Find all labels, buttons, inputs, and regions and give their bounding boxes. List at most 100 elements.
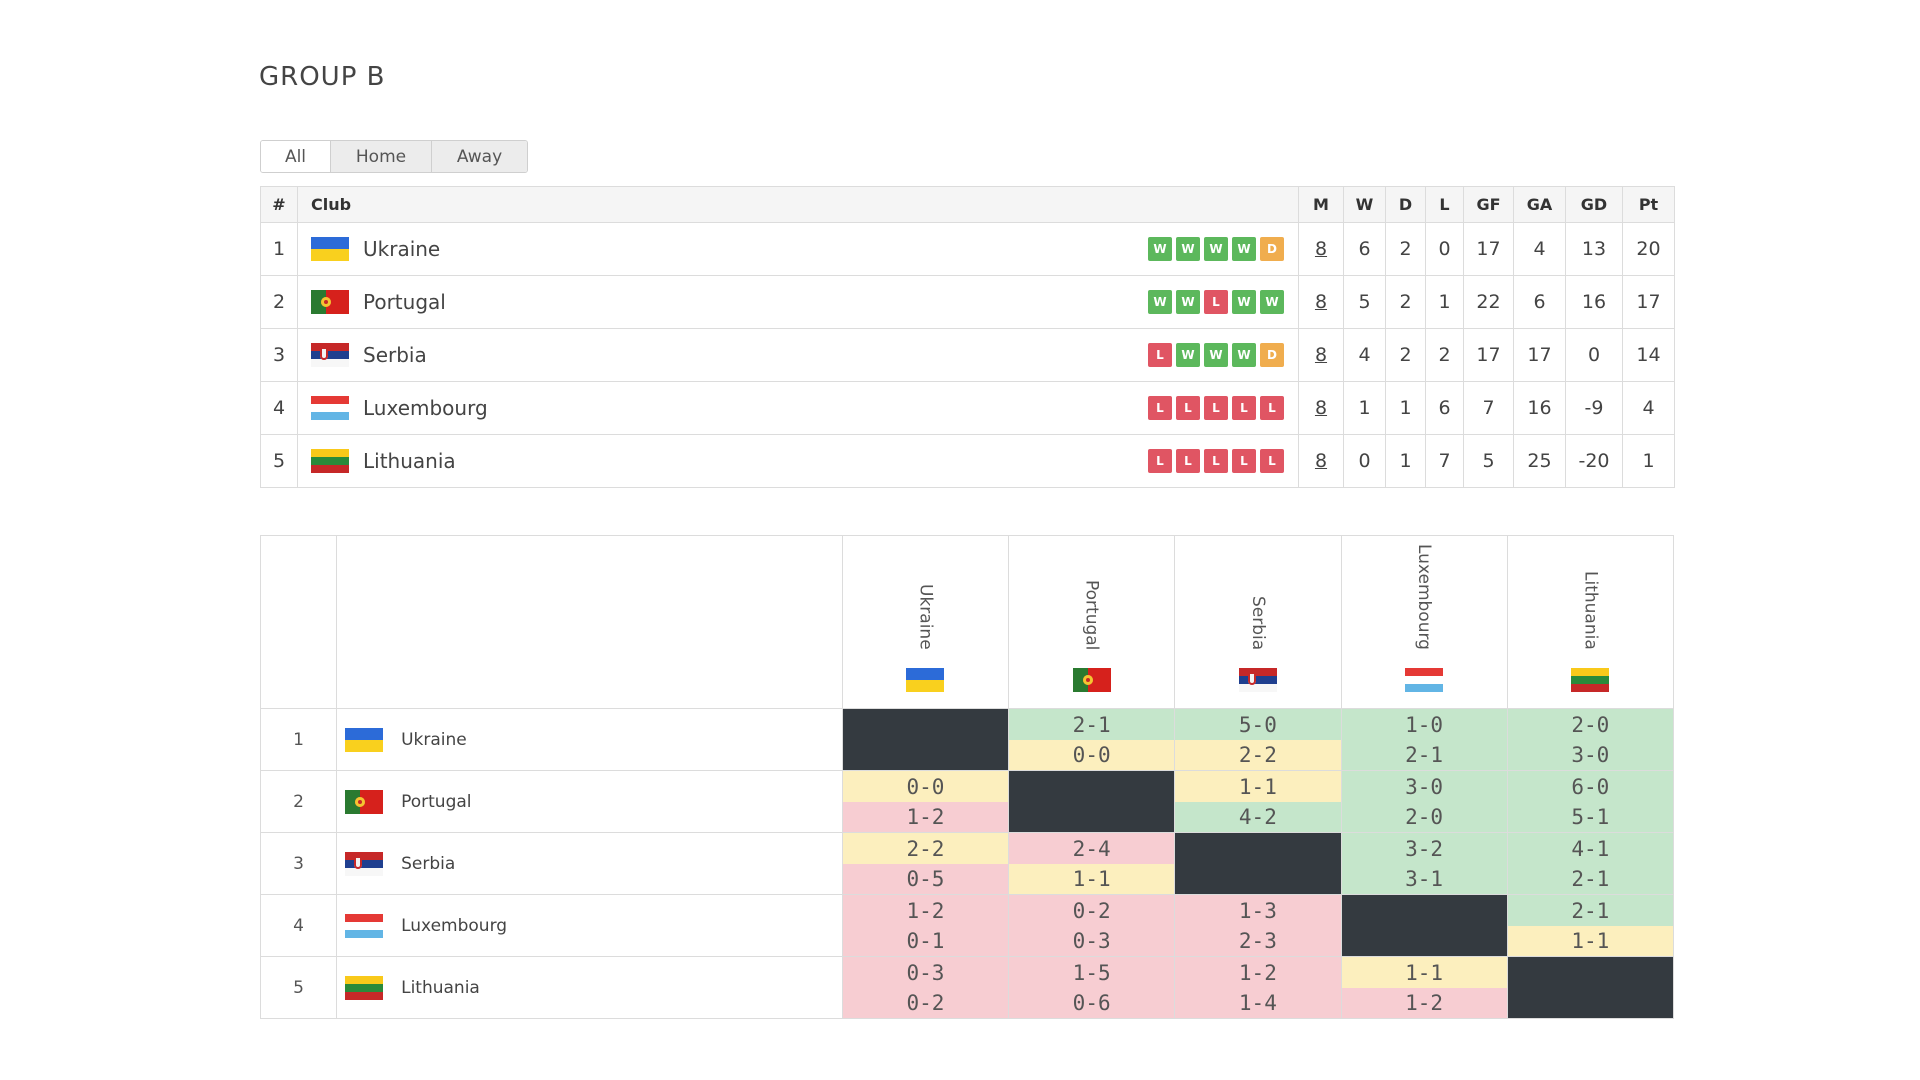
match-score[interactable]: 0-2 [842, 988, 1009, 1018]
form-badge[interactable]: L [1232, 396, 1256, 420]
header-wins[interactable]: W [1343, 186, 1386, 223]
matches-played-link[interactable]: 8 [1314, 344, 1328, 366]
club-name-link[interactable]: Lithuania [363, 449, 456, 473]
results-club-name[interactable]: Ukraine [401, 729, 467, 750]
matches-played-link[interactable]: 8 [1314, 238, 1328, 260]
column-team-name[interactable]: Serbia [1247, 595, 1268, 650]
match-score[interactable]: 6-0 [1507, 771, 1673, 802]
match-score[interactable]: 0-0 [1009, 740, 1175, 770]
match-score[interactable]: 3-0 [1507, 740, 1673, 770]
match-score[interactable]: 1-2 [842, 802, 1009, 832]
match-score[interactable]: 1-2 [842, 895, 1009, 926]
results-club-name[interactable]: Lithuania [401, 977, 480, 998]
matches-played-link[interactable]: 8 [1314, 291, 1328, 313]
match-score[interactable]: 1-3 [1175, 895, 1341, 926]
form-badge[interactable]: L [1148, 343, 1172, 367]
match-score[interactable]: 1-1 [1341, 957, 1507, 988]
match-score[interactable]: 5-0 [1175, 709, 1341, 740]
match-score[interactable]: 2-4 [1009, 833, 1175, 864]
header-goals-for[interactable]: GF [1463, 186, 1514, 223]
match-score[interactable]: 1-5 [1009, 957, 1175, 988]
match-score[interactable]: 5-1 [1507, 802, 1673, 832]
tab-home[interactable]: Home [331, 141, 432, 172]
column-team-name[interactable]: Luxembourg [1414, 544, 1435, 650]
match-score[interactable]: 4-1 [1507, 833, 1673, 864]
match-score[interactable]: 0-0 [842, 771, 1009, 802]
match-score[interactable]: 0-3 [1009, 926, 1175, 956]
form-badge[interactable]: W [1204, 343, 1228, 367]
match-score[interactable]: 1-2 [1175, 957, 1341, 988]
match-score[interactable]: 2-0 [1507, 709, 1673, 740]
form-badge[interactable]: W [1260, 290, 1284, 314]
form-badge[interactable]: L [1204, 396, 1228, 420]
header-matches[interactable]: M [1298, 186, 1344, 223]
form-badge[interactable]: W [1232, 343, 1256, 367]
standings-row[interactable]: 5 Lithuania L L L L L 8 0 1 7 5 25 -20 1 [260, 434, 1675, 488]
match-score[interactable]: 2-1 [1507, 864, 1673, 894]
club-name-link[interactable]: Serbia [363, 343, 427, 367]
match-score[interactable]: 2-2 [1175, 740, 1341, 770]
match-score[interactable]: 0-5 [842, 864, 1009, 894]
column-team-name[interactable]: Ukraine [915, 584, 936, 650]
club-name-link[interactable]: Luxembourg [363, 396, 488, 420]
match-score[interactable]: 2-2 [842, 833, 1009, 864]
header-points[interactable]: Pt [1622, 186, 1675, 223]
form-badge[interactable]: W [1232, 290, 1256, 314]
form-badge[interactable]: D [1260, 343, 1284, 367]
form-badge[interactable]: L [1204, 449, 1228, 473]
match-score[interactable]: 1-1 [1507, 926, 1673, 956]
header-losses[interactable]: L [1425, 186, 1464, 223]
header-club[interactable]: Club [297, 186, 1299, 223]
form-badge[interactable]: L [1176, 396, 1200, 420]
matches-played-link[interactable]: 8 [1314, 397, 1328, 419]
results-club-name[interactable]: Portugal [401, 791, 472, 812]
form-badge[interactable]: L [1204, 290, 1228, 314]
match-score[interactable]: 0-3 [842, 957, 1009, 988]
header-draws[interactable]: D [1385, 186, 1426, 223]
match-score[interactable]: 2-3 [1175, 926, 1341, 956]
form-badge[interactable]: W [1176, 290, 1200, 314]
form-badge[interactable]: D [1260, 237, 1284, 261]
match-score[interactable]: 0-6 [1009, 988, 1175, 1018]
match-score[interactable]: 1-0 [1341, 709, 1507, 740]
match-score[interactable]: 4-2 [1175, 802, 1341, 832]
form-badge[interactable]: L [1148, 449, 1172, 473]
form-badge[interactable]: L [1260, 396, 1284, 420]
form-badge[interactable]: L [1176, 449, 1200, 473]
match-score[interactable]: 2-1 [1341, 740, 1507, 770]
column-team-name[interactable]: Portugal [1081, 579, 1102, 650]
match-score[interactable]: 0-1 [842, 926, 1009, 956]
match-score[interactable]: 1-1 [1175, 771, 1341, 802]
match-score[interactable]: 3-2 [1341, 833, 1507, 864]
header-goal-difference[interactable]: GD [1565, 186, 1623, 223]
club-name-link[interactable]: Ukraine [363, 237, 441, 261]
column-team-name[interactable]: Lithuania [1580, 571, 1601, 650]
form-badge[interactable]: W [1176, 237, 1200, 261]
match-score[interactable]: 3-1 [1341, 864, 1507, 894]
form-badge[interactable]: W [1204, 237, 1228, 261]
results-club-name[interactable]: Luxembourg [401, 915, 508, 936]
match-score[interactable]: 3-0 [1341, 771, 1507, 802]
form-badge[interactable]: W [1148, 290, 1172, 314]
standings-row[interactable]: 2 Portugal W W L W W 8 5 2 1 22 6 16 17 [260, 275, 1675, 329]
form-badge[interactable]: L [1260, 449, 1284, 473]
match-score[interactable]: 1-4 [1175, 988, 1341, 1018]
form-badge[interactable]: L [1232, 449, 1256, 473]
tab-all[interactable]: All [261, 141, 331, 172]
form-badge[interactable]: W [1232, 237, 1256, 261]
match-score[interactable]: 2-1 [1507, 895, 1673, 926]
header-pos[interactable]: # [260, 186, 298, 223]
results-club-name[interactable]: Serbia [401, 853, 456, 874]
form-badge[interactable]: W [1148, 237, 1172, 261]
standings-row[interactable]: 3 Serbia L W W W D 8 4 2 2 17 17 0 14 [260, 328, 1675, 382]
form-badge[interactable]: L [1148, 396, 1172, 420]
standings-row[interactable]: 1 Ukraine W W W W D 8 6 2 0 17 4 13 20 [260, 222, 1675, 276]
match-score[interactable]: 1-1 [1009, 864, 1175, 894]
header-goals-against[interactable]: GA [1513, 186, 1566, 223]
match-score[interactable]: 2-1 [1009, 709, 1175, 740]
match-score[interactable]: 0-2 [1009, 895, 1175, 926]
match-score[interactable]: 1-2 [1341, 988, 1507, 1018]
club-name-link[interactable]: Portugal [363, 290, 446, 314]
match-score[interactable]: 2-0 [1341, 802, 1507, 832]
standings-row[interactable]: 4 Luxembourg L L L L L 8 1 1 6 7 16 -9 4 [260, 381, 1675, 435]
